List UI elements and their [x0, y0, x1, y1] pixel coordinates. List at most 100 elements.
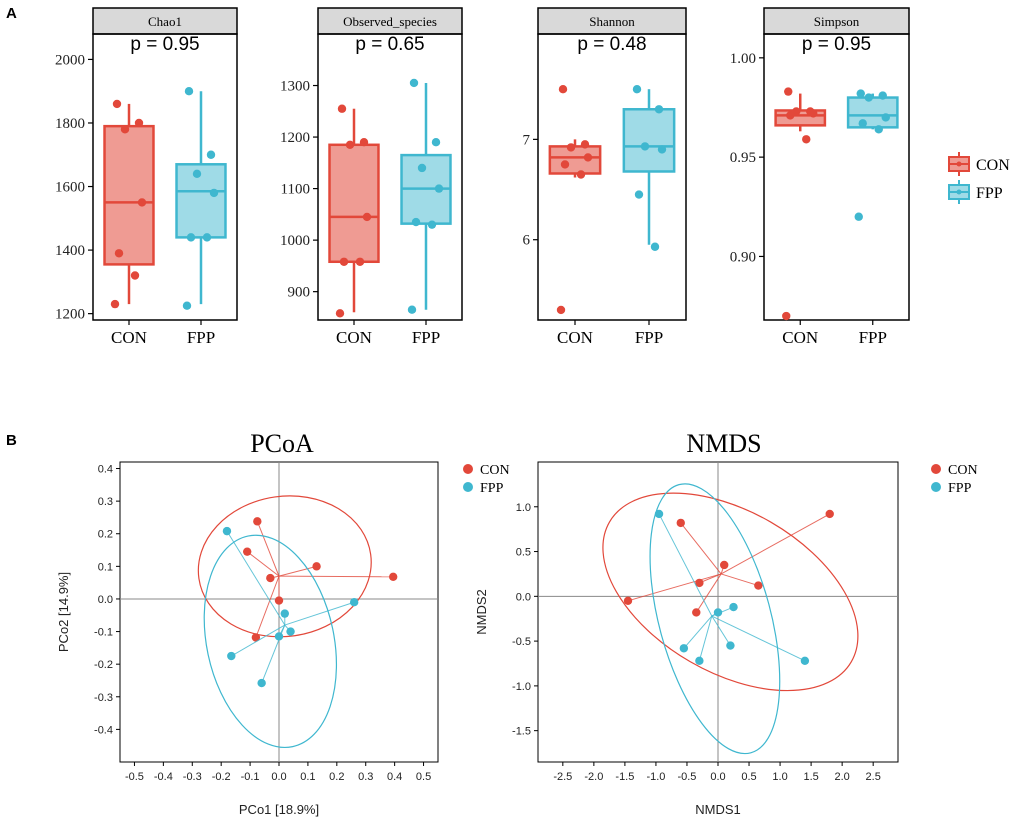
data-point: [114, 249, 124, 258]
y-tick-label: -1.0: [512, 681, 531, 693]
data-point: [407, 305, 417, 314]
y-tick-label: 0.0: [98, 594, 113, 606]
data-point: [874, 125, 883, 134]
data-point: [726, 641, 735, 650]
x-category-label: CON: [782, 328, 818, 347]
centroid-spoke: [658, 513, 713, 617]
ordination-panels: PCoA -0.5 -0.4 -0.3 -0.2 -0.1 0.0 0.1 0.2 0.3 0.4 0…: [56, 429, 978, 817]
series-fpp: [203, 526, 359, 749]
legend-item-con: CON: [463, 463, 510, 478]
y-tick-label: 0.90: [730, 249, 756, 265]
data-point: [431, 138, 441, 147]
data-point: [222, 526, 232, 536]
centroid-spoke: [627, 573, 722, 602]
data-point: [251, 633, 261, 642]
data-point: [312, 562, 321, 571]
x-tick-label: -1.0: [646, 771, 665, 783]
box-iqr: [175, 163, 227, 239]
y-tick-label: -0.1: [94, 627, 113, 639]
x-tick-label: 2.0: [834, 771, 849, 783]
data-point: [243, 547, 252, 556]
data-point: [192, 169, 202, 179]
facet-title: Observed_species: [343, 14, 437, 29]
data-point: [640, 142, 650, 151]
facet-title: Chao1: [148, 14, 182, 29]
box-con: [103, 103, 155, 305]
data-point: [713, 608, 723, 617]
data-point: [280, 609, 289, 618]
y-tick-label: 1.00: [730, 51, 756, 67]
x-axis-label: PCo1 [18.9%]: [239, 802, 319, 817]
legend-label: FPP: [480, 481, 504, 496]
legend-item-fpp: FPP: [463, 481, 504, 496]
legend-dot: [956, 189, 962, 195]
x-tick-label: 1.0: [772, 771, 787, 783]
x-category-label: CON: [336, 328, 372, 347]
data-point: [809, 109, 818, 118]
x-tick-label: -0.2: [212, 771, 231, 783]
x-tick-label: 1.5: [803, 771, 818, 783]
x-category-label: CON: [111, 328, 147, 347]
data-point: [274, 596, 284, 605]
y-tick-label: 1000: [280, 233, 310, 249]
data-point: [576, 170, 586, 179]
y-tick-label: 2000: [55, 52, 85, 68]
centroid-spoke: [720, 573, 759, 587]
p-value: p = 0.95: [802, 34, 871, 55]
data-point: [257, 678, 266, 688]
confidence-ellipse: [649, 483, 781, 755]
data-point: [184, 87, 194, 96]
y-tick-label: 0.5: [516, 547, 531, 559]
x-category-label: CON: [557, 328, 593, 347]
centroid-spoke: [695, 573, 722, 613]
legend-dot: [956, 161, 962, 167]
x-tick-label: -0.5: [125, 771, 144, 783]
data-point: [355, 257, 365, 266]
y-tick-label: -0.5: [512, 636, 531, 648]
x-tick-label: -0.3: [183, 771, 202, 783]
facet-title: Simpson: [814, 14, 860, 29]
data-point: [182, 301, 192, 310]
data-point: [130, 271, 140, 280]
data-point: [202, 233, 212, 242]
data-point: [137, 198, 147, 207]
data-point: [583, 153, 593, 162]
y-axis-label: PCo2 [14.9%]: [56, 572, 71, 652]
data-point: [802, 135, 811, 144]
data-point: [654, 509, 664, 519]
legend-item-con: CON: [931, 463, 978, 478]
x-category-label: FPP: [412, 328, 440, 347]
y-tick-label: 0.4: [98, 464, 113, 476]
data-point: [266, 573, 275, 583]
x-category-label: FPP: [635, 328, 663, 347]
box-iqr: [846, 96, 899, 129]
data-point: [782, 311, 791, 321]
y-tick-label: 1600: [55, 180, 85, 196]
data-point: [784, 87, 793, 96]
data-point: [253, 517, 262, 526]
data-point: [657, 145, 667, 154]
legend-item-fpp: FPP: [931, 481, 972, 496]
data-point: [558, 84, 568, 94]
boxplot-simpson: Simpson p = 0.95 0.90 0.95 1.00 CON FPP: [730, 7, 910, 347]
data-point: [792, 107, 801, 116]
x-tick-label: -2.5: [553, 771, 572, 783]
data-point: [112, 99, 122, 109]
data-point: [120, 125, 130, 134]
data-point: [434, 184, 444, 193]
data-point: [337, 104, 347, 113]
panel-border: [763, 33, 910, 321]
y-tick-label: 0.1: [98, 561, 113, 573]
confidence-ellipse: [602, 492, 859, 692]
y-tick-label: -0.3: [94, 692, 113, 704]
panel-border: [317, 33, 463, 321]
x-category-label: FPP: [859, 328, 887, 347]
data-point: [227, 651, 236, 661]
panel-border: [92, 33, 238, 321]
centroid-spoke: [231, 624, 286, 657]
y-tick-label: 1200: [55, 307, 85, 323]
data-point: [274, 632, 284, 641]
